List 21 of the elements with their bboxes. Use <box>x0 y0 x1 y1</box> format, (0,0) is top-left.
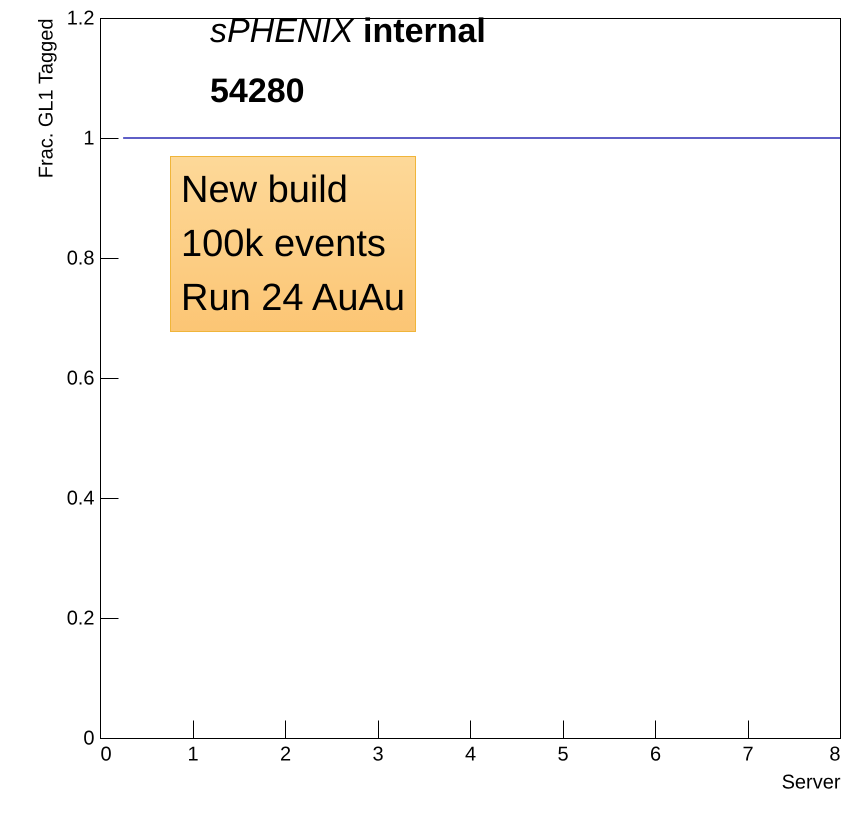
y-axis-title: Frac. GL1 Tagged <box>36 18 58 178</box>
x-axis-title: Server <box>782 772 841 794</box>
x-tick-label: 1 <box>187 744 199 766</box>
y-tick-label: 1 <box>83 128 94 150</box>
annotation: 54280 <box>210 72 305 111</box>
y-tick-label: 0.8 <box>66 248 94 270</box>
x-tick-label: 6 <box>650 744 662 766</box>
x-tick-label: 0 <box>100 744 112 766</box>
x-tick-label: 4 <box>464 744 476 766</box>
y-tick-label: 0.4 <box>66 488 94 510</box>
x-tick-label: 7 <box>742 744 754 766</box>
x-tick-label: 5 <box>557 744 569 766</box>
x-tick-label: 2 <box>280 744 292 766</box>
x-tick-label: 8 <box>829 744 840 766</box>
annotation: New build 100k events Run 24 AuAu <box>181 168 405 321</box>
x-tick-label: 3 <box>372 744 384 766</box>
annotation: sPHENIX internal <box>210 12 486 50</box>
y-tick-label: 0 <box>83 728 94 750</box>
y-tick-label: 0.6 <box>66 368 94 390</box>
y-tick-label: 1.2 <box>66 8 94 30</box>
y-tick-label: 0.2 <box>66 608 94 630</box>
